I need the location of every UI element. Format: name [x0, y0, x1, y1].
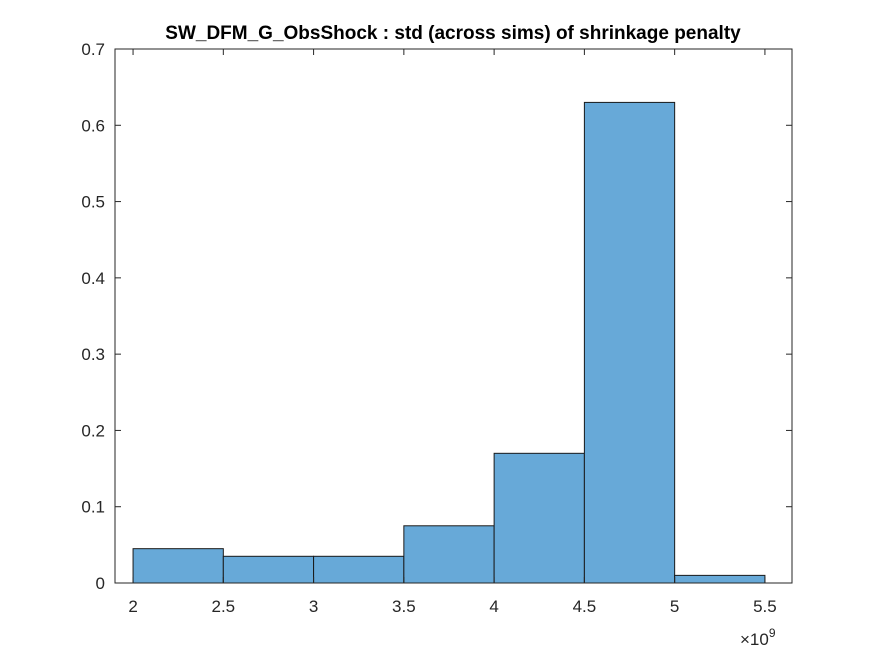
x-axis-exponent-power: 9: [769, 626, 776, 640]
histogram-bar: [132, 548, 224, 584]
bars: [132, 101, 766, 584]
histogram-bar: [674, 574, 766, 584]
histogram-bar: [493, 452, 585, 584]
chart-title: SW_DFM_G_ObsShock : std (across sims) of…: [165, 23, 741, 44]
x-tick-label: 3: [309, 597, 318, 616]
histogram-bar: [403, 525, 495, 584]
y-tick-label: 0.4: [81, 269, 105, 288]
y-tick-label: 0.5: [81, 193, 105, 212]
x-tick-label: 3.5: [392, 597, 416, 616]
x-tick-label: 5.5: [753, 597, 777, 616]
x-tick-label: 4.5: [573, 597, 597, 616]
y-axis-ticks: 0 0.1 0.2 0.3 0.4 0.5 0.6 0.7: [81, 40, 792, 593]
y-tick-label: 0.3: [81, 345, 105, 364]
histogram-bar: [222, 555, 315, 584]
y-tick-label: 0.2: [81, 421, 105, 440]
axes-box: [114, 48, 793, 584]
axes: [114, 48, 793, 584]
x-axis-ticks: 2 2.5 3 3.5 4 4.5 5 5.5: [128, 49, 777, 616]
y-tick-label: 0.1: [81, 498, 105, 517]
x-axis-exponent: ×109: [740, 626, 776, 649]
y-tick-label: 0: [96, 574, 105, 593]
y-tick-label: 0.7: [81, 40, 105, 59]
x-tick-label: 2.5: [211, 597, 235, 616]
histogram-bar: [313, 555, 405, 584]
x-tick-label: 5: [670, 597, 679, 616]
y-tick-label: 0.6: [81, 116, 105, 135]
x-tick-label: 2: [128, 597, 137, 616]
x-tick-label: 4: [489, 597, 498, 616]
plot-area: [115, 49, 792, 583]
histogram-bar: [583, 101, 676, 584]
x-axis-exponent-base: ×10: [740, 630, 769, 649]
plot-background: [115, 49, 792, 583]
